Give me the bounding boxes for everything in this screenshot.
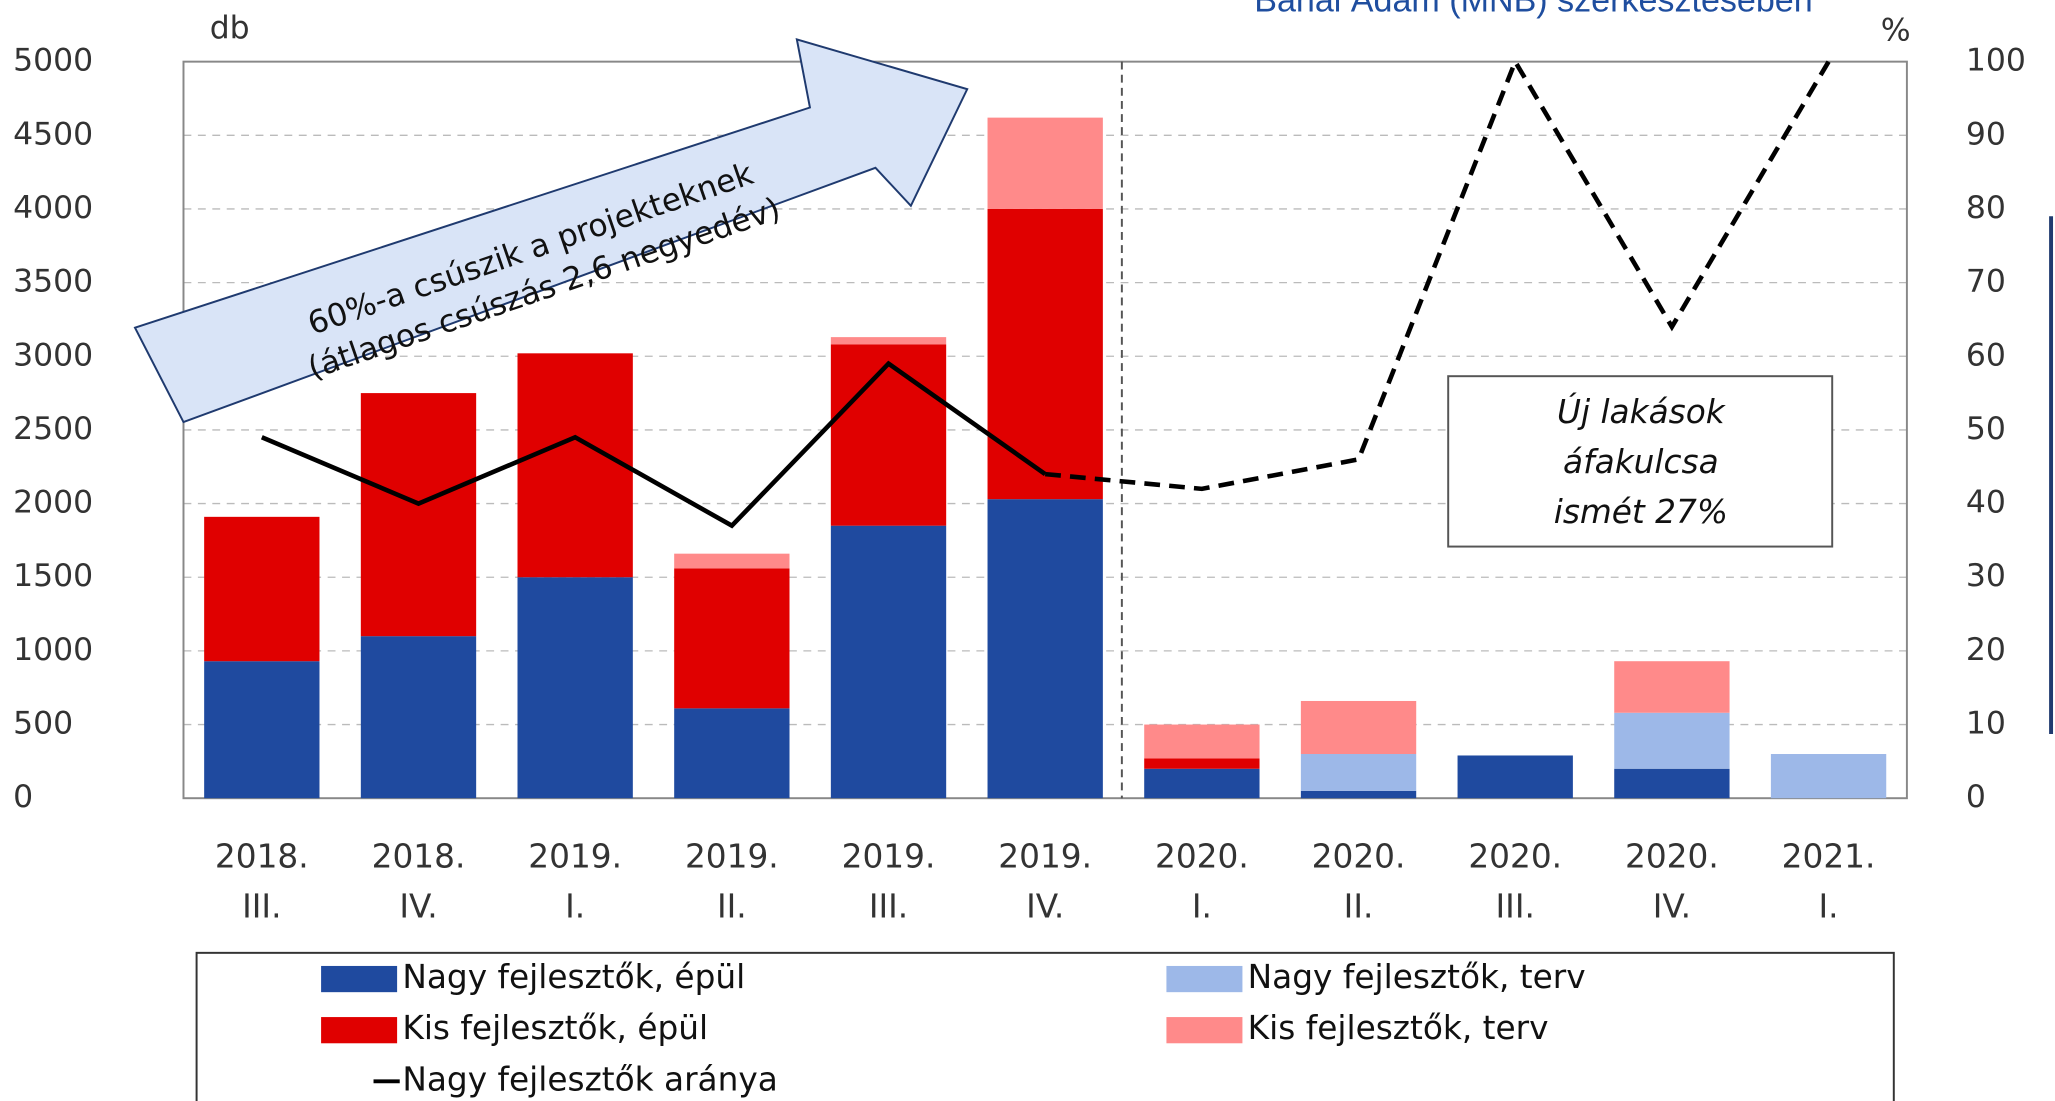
x-tick-label: 2019. — [842, 837, 936, 875]
y2-tick-label: 10 — [1966, 706, 2006, 742]
x-tick-label: 2018. — [215, 837, 309, 875]
y2-tick-label: 80 — [1966, 190, 2006, 226]
line — [260, 360, 1047, 529]
y2-tick-label: 70 — [1966, 264, 2006, 300]
legend-swatch — [1166, 1017, 1243, 1044]
bar-segment — [1300, 700, 1417, 755]
y-tick-label: 500 — [13, 706, 73, 742]
y-tick-label: 1500 — [13, 558, 93, 594]
x-tick-label: 2020. — [1155, 837, 1249, 875]
legend-label: Nagy fejlesztők aránya — [402, 1060, 777, 1098]
y-tick-label: 3000 — [13, 337, 93, 373]
x-tick-label: 2019. — [998, 837, 1092, 875]
annotation: ismét 27% — [1554, 493, 1728, 531]
bar-segment — [1300, 790, 1417, 799]
legend-label: Nagy fejlesztők, terv — [1248, 958, 1586, 996]
bar-segment — [1144, 758, 1260, 769]
y-tick-label: 3500 — [13, 264, 93, 300]
subtitle: Banai Ádám (MNB) szerkesztésében — [1254, 0, 1812, 20]
y-tick-label: 1000 — [13, 632, 93, 668]
bar-segment — [1300, 754, 1417, 791]
legend-box — [195, 951, 1895, 1101]
legend-label: Nagy fejlesztők, épül — [402, 958, 745, 996]
y-tick-label: 2000 — [13, 485, 93, 521]
annotation: Új lakások — [1557, 392, 1727, 431]
bar-segment — [987, 117, 1103, 209]
bar-segment — [360, 393, 477, 637]
x-tick-label: II. — [1344, 887, 1374, 925]
x-tick-label: I. — [1819, 887, 1839, 925]
legend-swatch — [321, 1017, 398, 1044]
legend-label: Kis fejlesztők, épül — [402, 1009, 708, 1047]
legend-label: Kis fejlesztők, terv — [1248, 1009, 1549, 1047]
bar-segment — [360, 636, 477, 799]
y2-tick-label: 50 — [1966, 411, 2006, 447]
bar-segment — [830, 344, 947, 526]
x-tick-label: I. — [565, 887, 585, 925]
x-tick-label: 2020. — [1625, 837, 1719, 875]
y2-axis-label: % — [1881, 13, 1911, 49]
x-tick-label: I. — [1192, 887, 1212, 925]
y-axis-label: db — [210, 10, 250, 46]
y-tick-label: 0 — [13, 779, 33, 815]
bar-segment — [1614, 712, 1730, 769]
bar-segment — [830, 337, 947, 345]
x-tick-label: II. — [717, 887, 747, 925]
bar-segment — [674, 568, 790, 709]
bar-segment — [1614, 661, 1730, 713]
bar-segment — [204, 661, 320, 799]
y-tick-label: 4000 — [13, 190, 93, 226]
y-tick-label: 4500 — [13, 116, 93, 152]
annotation-box — [1447, 375, 1834, 548]
x-tick-label: III. — [1496, 887, 1535, 925]
x-tick-label: 2021. — [1782, 837, 1876, 875]
x-tick-label: III. — [869, 887, 908, 925]
x-tick-label: 2020. — [1468, 837, 1562, 875]
y2-tick-label: 60 — [1966, 337, 2006, 373]
arrow — [133, 37, 969, 424]
x-tick-label: IV. — [1026, 887, 1064, 925]
y2-tick-label: 90 — [1966, 116, 2006, 152]
annotation: áfakulcsa — [1563, 443, 1719, 481]
x-tick-label: IV. — [399, 887, 437, 925]
bar-segment — [517, 353, 633, 578]
x-tick-label: 2018. — [372, 837, 466, 875]
bar-segment — [517, 577, 633, 799]
bar-segment — [1770, 754, 1887, 799]
x-tick-label: 2019. — [528, 837, 622, 875]
bar-segment — [830, 525, 947, 799]
x-tick-label: III. — [242, 887, 281, 925]
bar-segment — [1614, 768, 1730, 799]
legend-swatch — [1166, 965, 1243, 993]
y2-tick-label: 20 — [1966, 632, 2006, 668]
x-tick-label: 2020. — [1312, 837, 1406, 875]
y-tick-label: 5000 — [13, 43, 93, 79]
line — [1044, 56, 1831, 492]
y2-tick-label: 40 — [1966, 485, 2006, 521]
bar-segment — [674, 708, 790, 799]
y2-tick-label: 100 — [1966, 43, 2026, 79]
bar-segment — [674, 553, 790, 569]
y2-tick-label: 30 — [1966, 558, 2006, 594]
bar-segment — [1144, 768, 1260, 799]
bar-segment — [987, 208, 1103, 500]
bar-segment — [1457, 755, 1573, 799]
y2-tick-label: 0 — [1966, 779, 1986, 815]
bar-segment — [204, 516, 320, 662]
x-tick-label: 2019. — [685, 837, 779, 875]
x-tick-label: IV. — [1653, 887, 1691, 925]
bar-segment — [987, 499, 1103, 799]
y-tick-label: 2500 — [13, 411, 93, 447]
bar-segment — [1144, 724, 1260, 759]
legend-swatch — [321, 965, 398, 993]
